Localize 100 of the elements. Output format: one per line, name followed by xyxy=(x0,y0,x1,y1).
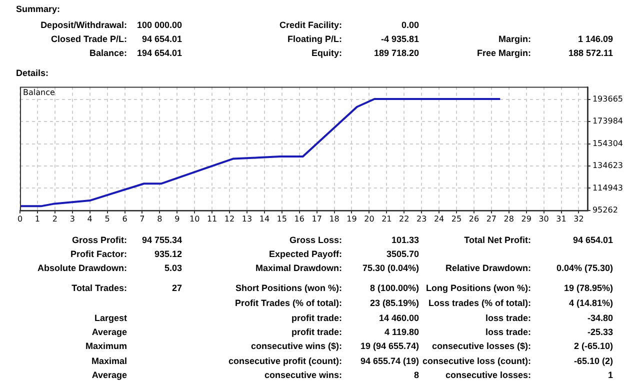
x-tick-label: 30 xyxy=(538,214,549,224)
text: 23 (85.19%) xyxy=(370,298,419,309)
x-tick-label: 8 xyxy=(157,214,162,224)
text: Absolute Drawdown: xyxy=(38,263,127,274)
text: 8 xyxy=(414,370,419,381)
text: 27 xyxy=(172,283,182,294)
x-tick-label: 13 xyxy=(242,214,252,224)
text: loss trade: xyxy=(485,327,531,338)
text: 4 (14.81%) xyxy=(568,298,613,309)
text: Floating P/L: xyxy=(288,34,342,45)
text: 3505.70 xyxy=(386,249,419,260)
x-tick-label: 14 xyxy=(259,214,270,224)
text: Total Net Profit: xyxy=(464,235,531,246)
text: 75.30 (0.04%) xyxy=(362,263,419,274)
text: -65.10 (2) xyxy=(574,356,613,367)
x-tick-label: 12 xyxy=(224,214,235,224)
x-tick-label: 29 xyxy=(521,214,532,224)
text: Credit Facility: xyxy=(279,20,342,31)
x-tick-label: 3 xyxy=(70,214,75,224)
x-tick-label: 23 xyxy=(416,214,427,224)
text: Balance: xyxy=(89,48,127,59)
x-tick-label: 15 xyxy=(276,214,287,224)
x-tick-label: 18 xyxy=(329,214,340,224)
text: Maximal xyxy=(91,356,127,367)
text: 0.00 xyxy=(401,20,419,31)
x-tick-label: 16 xyxy=(294,214,304,224)
text: Long Positions (won %): xyxy=(426,283,531,294)
text: Gross Profit: xyxy=(72,235,127,246)
text: 1 xyxy=(608,370,613,381)
x-tick-label: 4 xyxy=(87,214,92,224)
text: -34.80 xyxy=(587,313,613,324)
x-tick-label: 26 xyxy=(468,214,480,224)
text: 100 000.00 xyxy=(136,20,182,31)
x-tick-label: 11 xyxy=(206,214,218,224)
text: 0.04% (75.30) xyxy=(556,263,613,274)
x-tick-label: 21 xyxy=(382,214,392,224)
text: 14 460.00 xyxy=(378,313,419,324)
text: Free Margin: xyxy=(476,48,531,59)
y-tick-label: 173984 xyxy=(592,116,624,126)
text: Deposit/Withdrawal: xyxy=(40,20,127,31)
text: consecutive profit (count): xyxy=(228,356,342,367)
x-tick-label: 28 xyxy=(504,214,514,224)
text: Closed Trade P/L: xyxy=(50,34,127,45)
x-tick-label: 0 xyxy=(17,214,23,224)
x-tick-label: 5 xyxy=(104,214,110,224)
text: Average xyxy=(92,327,127,338)
x-tick-label: 9 xyxy=(174,214,180,224)
x-tick-label: 6 xyxy=(122,214,128,224)
x-tick-label: 22 xyxy=(399,214,410,224)
text: consecutive loss (count): xyxy=(422,356,531,367)
text: 4 119.80 xyxy=(384,327,419,338)
text: consecutive losses: xyxy=(445,370,531,381)
chart-title: Balance xyxy=(23,88,55,97)
text: Largest xyxy=(94,313,127,324)
x-tick-label: 31 xyxy=(556,214,566,224)
text: 94 654.01 xyxy=(572,235,613,246)
text: Total Trades: xyxy=(72,283,127,294)
y-tick-label: 95262 xyxy=(592,205,618,214)
x-tick-label: 24 xyxy=(434,214,444,224)
x-tick-label: 27 xyxy=(486,214,497,224)
x-tick-label: 19 xyxy=(346,214,357,224)
text: profit trade: xyxy=(292,327,342,338)
text: Relative Drawdown: xyxy=(445,263,531,274)
text: 1 146.09 xyxy=(578,34,613,45)
x-tick-label: 25 xyxy=(451,214,462,224)
text: consecutive wins: xyxy=(264,370,342,381)
text: Expected Payoff: xyxy=(268,249,342,260)
x-tick-label: 1 xyxy=(34,214,40,224)
y-tick-label: 193665 xyxy=(592,94,624,104)
text: Short Positions (won %): xyxy=(236,283,342,294)
text: Details: xyxy=(16,68,49,79)
x-tick-label: 10 xyxy=(190,214,200,224)
text: 101.33 xyxy=(391,235,419,246)
text: Gross Loss: xyxy=(289,235,342,246)
text: Equity: xyxy=(312,48,342,59)
x-tick-label: 32 xyxy=(574,214,584,224)
text: 189 718.20 xyxy=(374,48,419,59)
text: Margin: xyxy=(498,34,531,45)
text: Loss trades (% of total): xyxy=(428,298,531,309)
text: 94 655.74 (19) xyxy=(360,356,419,367)
text: 188 572.11 xyxy=(568,48,613,59)
text: profit trade: xyxy=(292,313,342,324)
y-tick-label: 114943 xyxy=(592,183,624,192)
text: loss trade: xyxy=(485,313,531,324)
text: Maximum xyxy=(85,341,127,352)
text: 5.03 xyxy=(164,263,182,274)
text: 935.12 xyxy=(154,249,182,260)
text: Average xyxy=(92,370,127,381)
text: 94 654.01 xyxy=(142,34,182,45)
text: -4 935.81 xyxy=(380,34,419,45)
text: -25.33 xyxy=(587,327,613,338)
text: 2 (-65.10) xyxy=(574,341,613,352)
x-tick-label: 20 xyxy=(364,214,374,224)
y-tick-label: 134623 xyxy=(592,161,624,170)
text: 19 (94 655.74) xyxy=(360,341,419,352)
text: 19 (78.95%) xyxy=(564,283,613,294)
text: Maximal Drawdown: xyxy=(255,263,342,274)
x-tick-label: 7 xyxy=(140,214,145,224)
x-tick-label: 2 xyxy=(52,214,58,224)
text: Summary: xyxy=(16,4,60,15)
